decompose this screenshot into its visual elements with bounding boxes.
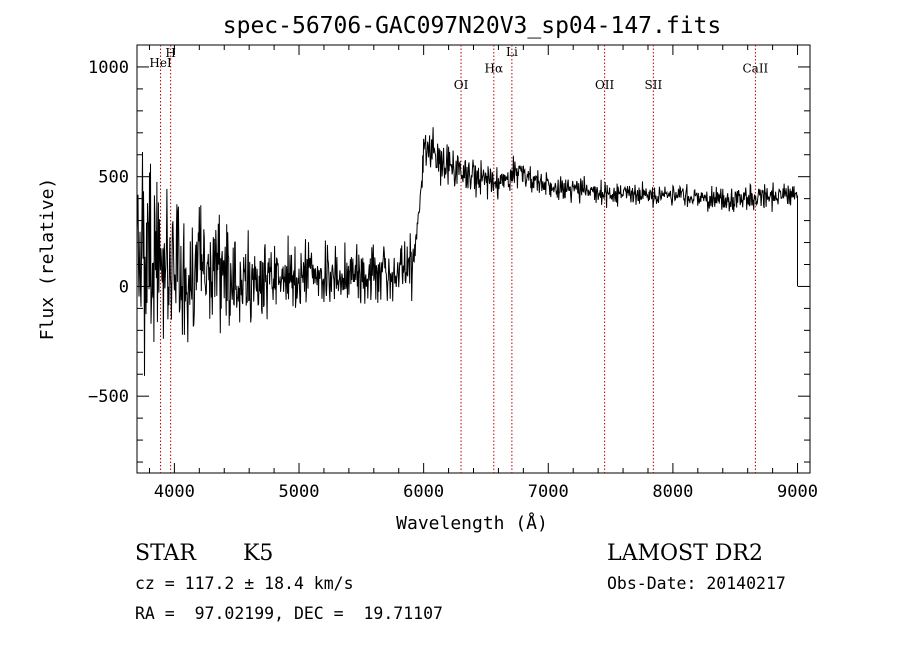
info-panel: STAR K5 LAMOST DR2 cz = 117.2 ± 18.4 km/…: [135, 541, 786, 623]
x-tick-label: 9000: [777, 482, 818, 502]
line-label: OI: [454, 78, 469, 92]
y-axis-label: Flux (relative): [37, 178, 58, 341]
y-tick-label: 500: [98, 168, 129, 188]
x-axis-label: Wavelength (Å): [396, 512, 548, 534]
plot-frame: [136, 44, 811, 474]
chart-title: spec-56706-GAC097N20V3_sp04-147.fits: [223, 13, 722, 39]
x-tick-label: 6000: [403, 482, 444, 502]
observation-date: Obs-Date: 20140217: [607, 574, 786, 593]
line-label: Hα: [485, 61, 504, 75]
spectrum-series: [136, 127, 798, 376]
y-tick-label: 1000: [88, 58, 129, 78]
axis-ticks: 4000 5000 6000 7000 8000 9000 −500 0 500 1000: [88, 44, 818, 502]
coordinates: RA = 97.02199, DEC = 19.71107: [135, 604, 443, 623]
redshift-cz: cz = 117.2 ± 18.4 km/s: [135, 574, 354, 593]
y-tick-label: −500: [88, 387, 129, 407]
spectrum-line: [136, 127, 798, 376]
x-tick-label: 8000: [652, 482, 693, 502]
object-class: STAR: [135, 541, 197, 566]
line-label: Li: [506, 45, 518, 59]
x-tick-label: 5000: [279, 482, 320, 502]
line-label: CaII: [742, 61, 768, 75]
x-tick-label: 7000: [528, 482, 569, 502]
line-label: H: [165, 46, 175, 60]
y-tick-label: 0: [119, 277, 129, 297]
survey-name: LAMOST DR2: [607, 541, 763, 566]
line-label: HeI: [149, 56, 172, 70]
object-subclass: K5: [243, 541, 273, 566]
x-tick-label: 4000: [154, 482, 195, 502]
line-label: OII: [595, 78, 615, 92]
line-label: SII: [644, 78, 662, 92]
